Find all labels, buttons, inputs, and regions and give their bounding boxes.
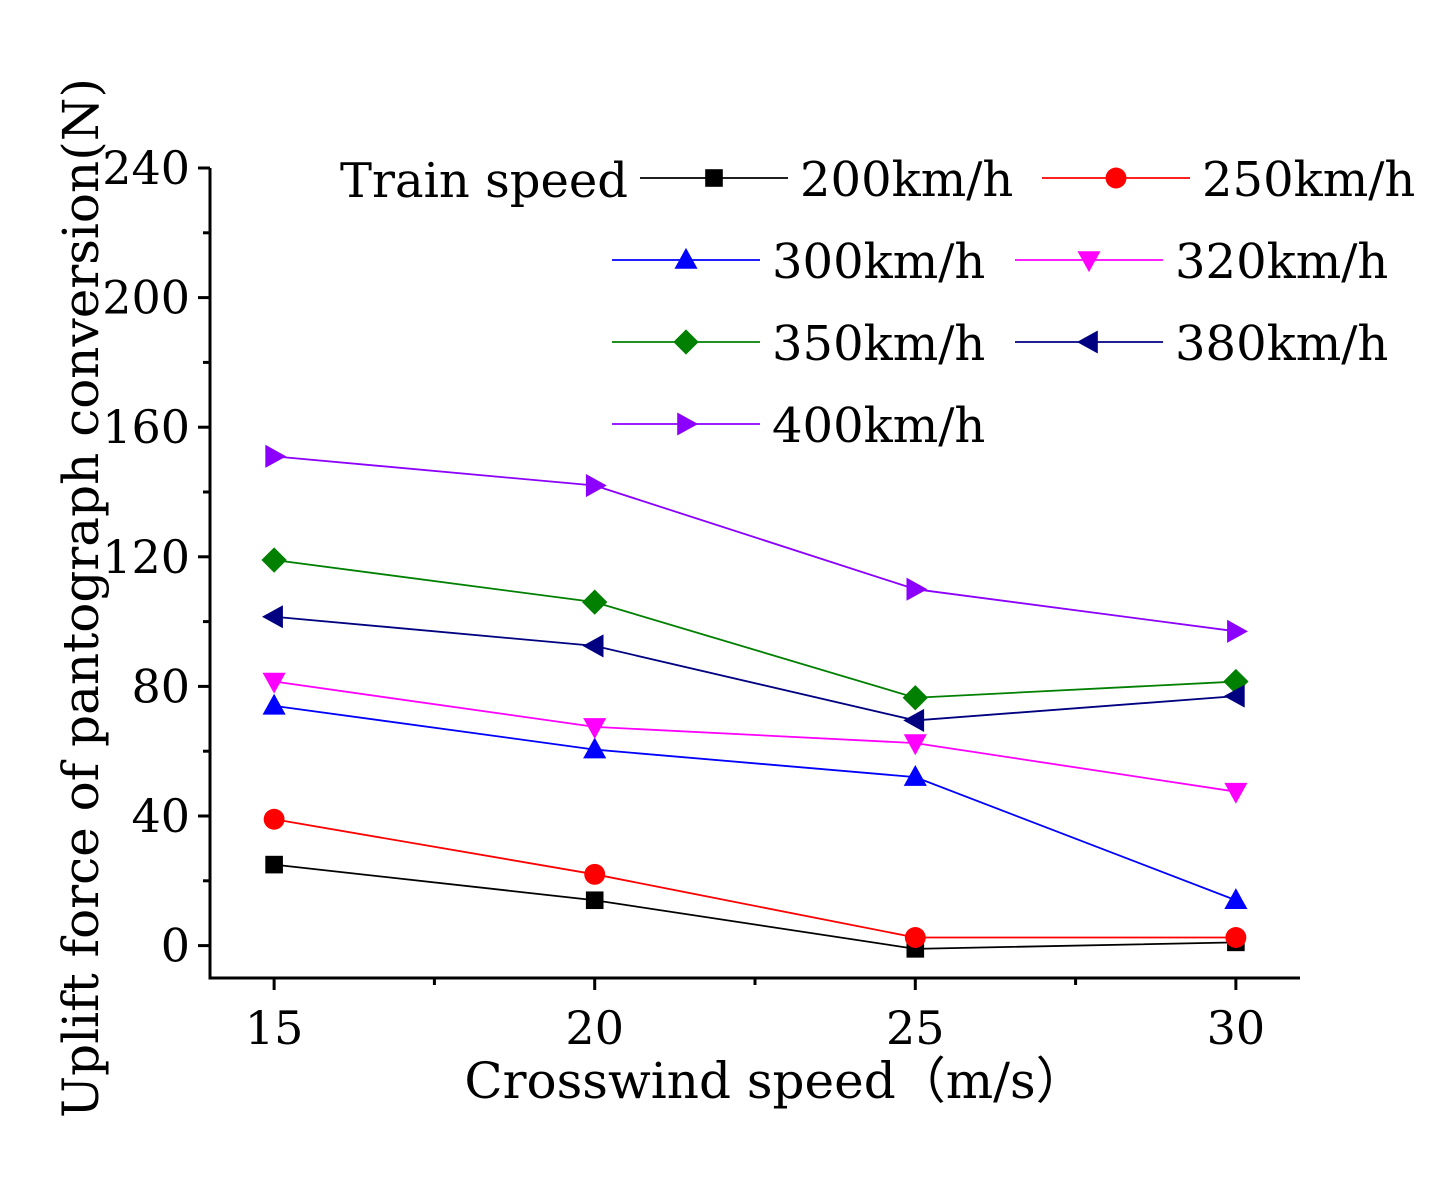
legend-entry: 320km/h [1015, 234, 1388, 290]
x-tick-label: 15 [245, 1001, 304, 1055]
data-point [902, 685, 928, 711]
series-2 [262, 693, 1248, 910]
legend-entry: 380km/h [1015, 316, 1388, 372]
series-line [274, 863, 1236, 950]
y-tick-label: 160 [102, 400, 190, 454]
legend: Train speed 200km/h 250km/h 300km/h 320km/h… [340, 152, 1415, 454]
legend-entry: 250km/h [1042, 152, 1415, 208]
ticks [198, 166, 1238, 990]
data-point [906, 577, 928, 601]
y-tick-label: 120 [102, 530, 190, 584]
legend-marker [1105, 167, 1127, 189]
data-point [1225, 927, 1247, 948]
legend-label: 250km/h [1202, 152, 1415, 208]
data-point [583, 737, 607, 759]
legend-marker [674, 247, 698, 269]
x-tick-label: 30 [1207, 1001, 1266, 1055]
legend-entry: 350km/h [612, 316, 985, 372]
axis-lines [208, 168, 1300, 980]
data-point [263, 808, 285, 830]
axes [208, 168, 1300, 980]
x-axis-title: Crosswind speed（m/s） [464, 1052, 1085, 1110]
data-point [582, 589, 608, 615]
x-tick-label: 20 [565, 1001, 624, 1055]
data-point [582, 634, 604, 658]
legend-entry: 200km/h [640, 152, 1013, 208]
data-point [903, 734, 927, 756]
legend-label: 380km/h [1175, 316, 1388, 372]
data-point [904, 927, 926, 948]
legend-label: 400km/h [772, 398, 985, 454]
legend-marker [1076, 330, 1098, 354]
legend-label: 320km/h [1175, 234, 1388, 290]
legend-marker [677, 412, 699, 436]
y-tick-label: 200 [102, 271, 190, 325]
data-point [265, 444, 287, 468]
series-line [273, 680, 1237, 793]
legend-label: 200km/h [800, 152, 1013, 208]
legend-label: 300km/h [772, 234, 985, 290]
data-point [1227, 619, 1248, 643]
series-4 [261, 547, 1249, 711]
data-point [1223, 684, 1245, 708]
data-point [585, 891, 604, 910]
y-tick-label: 80 [131, 659, 190, 713]
y-tick-label: 0 [161, 919, 190, 973]
legend-entry: 300km/h [612, 234, 985, 290]
data-point [261, 547, 287, 573]
data-point [1224, 888, 1248, 910]
data-point [903, 708, 925, 732]
tick-labels: 0 40 80 120 160 200 240 15 20 25 30 [102, 141, 1265, 1055]
legend-marker [1077, 251, 1101, 273]
data-point [262, 693, 286, 715]
data-point [262, 605, 283, 629]
x-tick-label: 25 [886, 1001, 945, 1055]
y-axis-title: Uplift force of pantograph conversion(N) [52, 78, 110, 1118]
series-layer [261, 444, 1249, 958]
data-point [585, 473, 607, 498]
series-5 [262, 605, 1245, 732]
y-tick-label: 240 [102, 141, 190, 195]
series-1 [263, 808, 1247, 948]
data-point [265, 855, 283, 874]
data-point [262, 672, 286, 694]
series-line [273, 704, 1237, 902]
series-line [274, 615, 1236, 722]
series-line [273, 818, 1236, 939]
series-6 [265, 444, 1248, 643]
data-point [1224, 782, 1248, 804]
legend-title: Train speed [340, 153, 628, 209]
legend-marker [705, 169, 723, 187]
series-line [274, 559, 1236, 699]
legend-entry: 400km/h [612, 398, 985, 454]
data-point [584, 863, 606, 885]
legend-marker [673, 329, 699, 355]
legend-label: 350km/h [772, 316, 985, 372]
series-line [274, 455, 1236, 633]
series-3 [262, 672, 1248, 804]
data-point [583, 718, 607, 739]
data-point [903, 765, 927, 786]
y-tick-label: 40 [131, 789, 190, 843]
